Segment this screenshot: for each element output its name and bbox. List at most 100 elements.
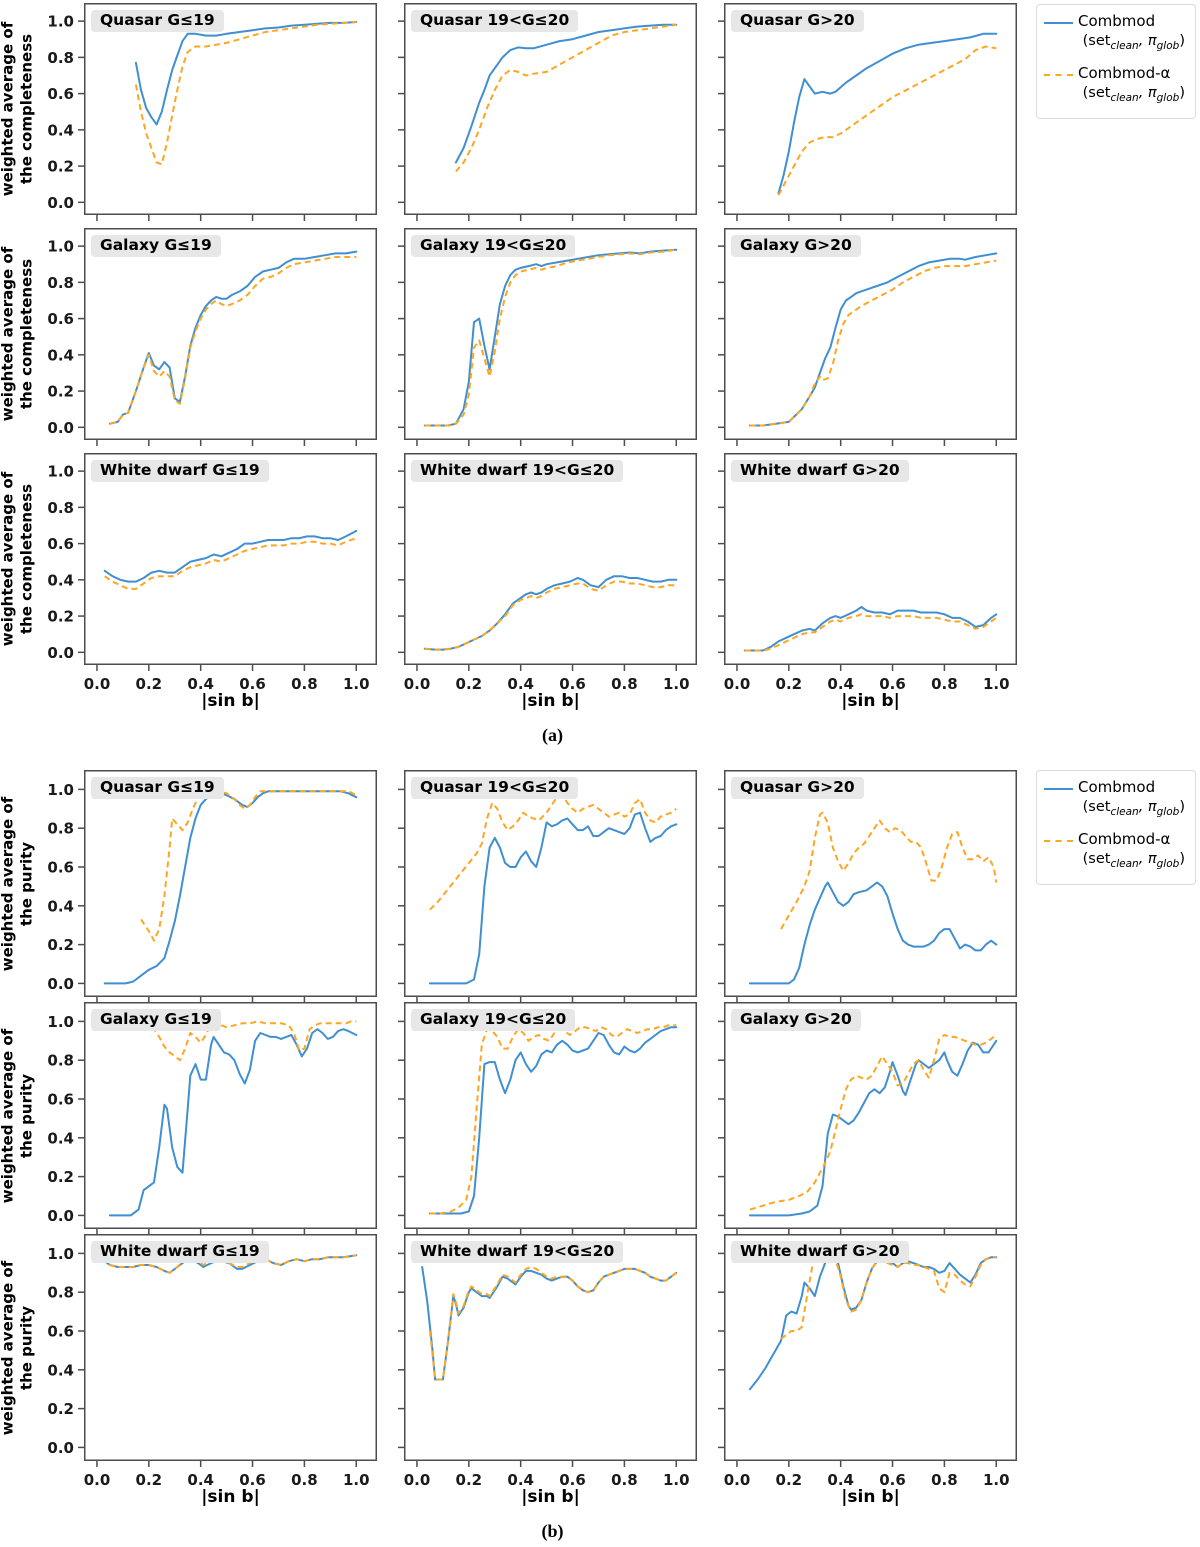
legend-label: Combmod [1078, 12, 1156, 30]
y-axis-label: weighted average of the purity [0, 1260, 35, 1435]
x-tick-label: 1.0 [983, 1471, 1010, 1489]
subplot-title: Galaxy G>20 [731, 1009, 861, 1031]
chart-row: weighted average of the completeness 0.0 0.… [0, 453, 1200, 693]
y-tick-label: 0.0 [47, 975, 74, 993]
legend-entry-combmod: Combmod (setclean, πglob) [1044, 12, 1190, 53]
chart-row: weighted average of the purity 0.0 0.2 0.4 0.… [0, 770, 1200, 1003]
subplot-galaxy-ggt20: Galaxy G>20 [718, 228, 1017, 446]
x-axis-label: |sin b| [521, 1487, 580, 1507]
subplot-galaxy-19ltgle20: Galaxy 19<G≤20 [398, 1002, 697, 1235]
legend: Combmod (setclean, πglob) Combmod-α (set… [1036, 4, 1196, 119]
x-tick-label: 0.4 [827, 675, 854, 693]
legend-label: Combmod [1078, 778, 1156, 796]
x-tick-label: 0.8 [611, 1471, 638, 1489]
x-tick-label: 0.4 [507, 675, 534, 693]
legend-args: (setclean, πglob) [1082, 798, 1185, 818]
subplot-title: Galaxy G≤19 [91, 235, 221, 257]
x-tick-label: 0.8 [931, 675, 958, 693]
x-tick-label: 0.2 [456, 675, 483, 693]
legend-entry-combmod-alpha: Combmod-α (setclean, πglob) [1044, 830, 1190, 871]
y-tick-label: 0.4 [47, 1361, 74, 1379]
y-tick-label: 0.2 [47, 1400, 74, 1418]
combmod-line-sample [1044, 788, 1073, 790]
combmod-line [777, 32, 998, 195]
x-tick-label: 0.2 [136, 1471, 163, 1489]
x-tick-label: 0.8 [291, 1471, 318, 1489]
legend-args: (setclean, πglob) [1082, 84, 1185, 104]
combmod-line [748, 252, 998, 427]
y-tick-label: 0.6 [47, 310, 74, 328]
subplot-white-dwarf-gle19: 0.0 0.2 0.4 0.6 0.8 1.0 0.0 0.2 0.4 0.6 0.8 1.0 Whit… [47, 1234, 377, 1489]
x-tick-label: 0.6 [239, 675, 266, 693]
subplot-title: White dwarf G>20 [731, 1241, 909, 1263]
combmod-alpha-line [424, 580, 677, 651]
subplot-title: White dwarf 19<G≤20 [411, 460, 624, 482]
subplot-title: Quasar G>20 [731, 777, 864, 799]
combmod-alpha-line [109, 256, 357, 425]
subplot-white-dwarf-ggt20: 0.0 0.2 0.4 0.6 0.8 1.0 White dwarf G>20 [718, 1234, 1017, 1489]
combmod-alpha-line [744, 613, 997, 652]
y-axis-label: weighted average of the completeness [0, 471, 35, 647]
caption-b: (b) [541, 1521, 564, 1541]
x-tick-label: 1.0 [663, 675, 690, 693]
legend-entry-combmod-alpha: Combmod-α (setclean, πglob) [1044, 64, 1190, 105]
y-tick-label: 0.6 [47, 1091, 74, 1109]
panel-a-completeness: weighted average of the completeness 0.0 0.… [0, 0, 1200, 711]
subplot-white-dwarf-ggt20: 0.0 0.2 0.4 0.6 0.8 1.0 White dwarf G>20 [718, 453, 1017, 693]
y-tick-label: 0.0 [47, 194, 74, 212]
x-tick-label: 0.0 [724, 1471, 751, 1489]
y-tick-label: 1.0 [47, 1245, 74, 1263]
x-tick-label: 0.0 [84, 675, 111, 693]
y-tick-label: 1.0 [47, 463, 74, 481]
x-tick-label: 1.0 [343, 675, 370, 693]
y-tick-label: 0.8 [47, 274, 74, 292]
subplot-title: Galaxy 19<G≤20 [411, 235, 576, 257]
combmod-line [428, 1026, 678, 1215]
subplot-title: Quasar G≤19 [91, 777, 224, 799]
combmod-line [743, 606, 998, 652]
combmod-line [748, 881, 998, 985]
combmod-alpha-line [749, 1034, 997, 1211]
subplot-quasar-gle19: 0.0 0.2 0.4 0.6 0.8 1.0 Quasar G≤19 [47, 3, 377, 221]
x-tick-label: 0.6 [239, 1471, 266, 1489]
subplot-title: White dwarf 19<G≤20 [411, 1241, 624, 1263]
subplot-title: Quasar 19<G≤20 [411, 10, 579, 32]
x-tick-label: 0.4 [187, 675, 214, 693]
y-tick-gutter [34, 228, 84, 440]
y-tick-label: 0.4 [47, 346, 74, 364]
y-tick-label: 0.2 [47, 158, 74, 176]
chart-row: weighted average of the purity 0.0 0.2 0.4 0.… [0, 1234, 1200, 1489]
combmod-line [423, 248, 678, 427]
y-tick-label: 0.2 [47, 936, 74, 954]
subplot-title: White dwarf G≤19 [91, 1241, 269, 1263]
y-tick-label: 0.2 [47, 608, 74, 626]
y-tick-label: 0.6 [47, 535, 74, 553]
y-tick-label: 1.0 [47, 781, 74, 799]
caption-a: (a) [542, 725, 563, 745]
combmod-line [454, 23, 678, 164]
y-tick-label: 1.0 [47, 238, 74, 256]
x-axis-label: |sin b| [841, 1487, 900, 1507]
combmod-alpha-line [142, 1020, 357, 1062]
combmod-line [108, 250, 358, 425]
x-tick-label: 0.2 [456, 1471, 483, 1489]
subplot-title: Quasar G>20 [731, 10, 864, 32]
legend-entry-combmod: Combmod (setclean, πglob) [1044, 778, 1190, 819]
combmod-alpha-line-sample [1044, 73, 1073, 76]
x-tick-label: 0.2 [776, 1471, 803, 1489]
y-tick-label: 0.0 [47, 1439, 74, 1457]
legend-args: (setclean, πglob) [1082, 32, 1185, 52]
x-axis-label: |sin b| [521, 691, 580, 711]
subplot-title: Quasar G≤19 [91, 10, 224, 32]
y-tick-label: 0.6 [47, 859, 74, 877]
y-tick-label: 0.6 [47, 1323, 74, 1341]
combmod-alpha-line [140, 788, 357, 942]
subplot-quasar-gle19: 0.0 0.2 0.4 0.6 0.8 1.0 Quasar G≤19 [47, 770, 377, 1003]
combmod-line [108, 1028, 358, 1217]
subplot-quasar-19ltgle20: Quasar 19<G≤20 [398, 3, 697, 221]
combmod-line [428, 811, 678, 985]
combmod-line-sample [1044, 22, 1073, 24]
x-tick-label: 0.0 [724, 675, 751, 693]
combmod-line [103, 529, 358, 583]
y-tick-label: 0.2 [47, 1168, 74, 1186]
